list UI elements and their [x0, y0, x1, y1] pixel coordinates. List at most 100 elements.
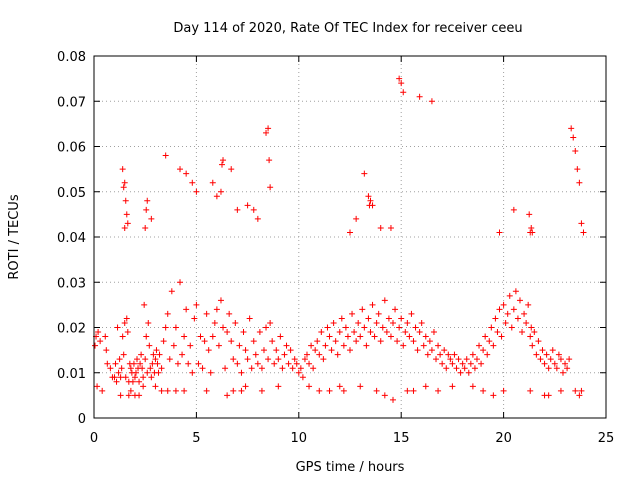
data-point: [119, 166, 126, 173]
data-point: [375, 310, 382, 317]
data-point: [439, 360, 446, 367]
data-point: [144, 369, 151, 376]
data-point: [248, 365, 255, 372]
data-point: [512, 288, 519, 295]
data-point: [250, 338, 257, 345]
data-point: [131, 374, 138, 381]
data-point: [115, 369, 122, 376]
data-point: [238, 369, 245, 376]
data-point: [95, 329, 102, 336]
data-point: [197, 333, 204, 340]
data-point: [410, 338, 417, 345]
data-point: [576, 179, 583, 186]
data-point: [406, 333, 413, 340]
data-point: [342, 324, 349, 331]
data-point: [263, 129, 270, 136]
data-point: [437, 351, 444, 358]
data-point: [306, 360, 313, 367]
data-point: [504, 310, 511, 317]
x-tick-label: 10: [291, 431, 308, 446]
data-point: [353, 215, 360, 222]
data-point: [117, 392, 124, 399]
data-point: [330, 319, 337, 326]
data-point: [580, 229, 587, 236]
data-point: [123, 315, 130, 322]
data-point: [148, 215, 155, 222]
data-point: [537, 356, 544, 363]
data-point: [174, 360, 181, 367]
data-point: [199, 365, 206, 372]
data-point: [365, 193, 372, 200]
data-point: [193, 188, 200, 195]
data-point: [410, 387, 417, 394]
data-point: [283, 342, 290, 349]
data-point: [244, 202, 251, 209]
data-point: [147, 365, 154, 372]
data-point: [271, 360, 278, 367]
data-point: [545, 392, 552, 399]
data-point: [340, 387, 347, 394]
data-point: [267, 319, 274, 326]
data-point: [453, 365, 460, 372]
data-point: [123, 211, 130, 218]
data-point: [183, 306, 190, 313]
data-point: [142, 356, 149, 363]
data-point: [547, 356, 554, 363]
data-point: [242, 383, 249, 390]
data-point: [551, 360, 558, 367]
data-point: [193, 301, 200, 308]
data-point: [433, 356, 440, 363]
data-point: [355, 319, 362, 326]
data-point: [566, 356, 573, 363]
data-point: [326, 387, 333, 394]
data-point: [422, 333, 429, 340]
data-point: [361, 170, 368, 177]
data-point: [177, 166, 184, 173]
data-point: [494, 329, 501, 336]
data-point: [549, 347, 556, 354]
data-point: [94, 383, 101, 390]
data-point: [172, 387, 179, 394]
data-point: [361, 324, 368, 331]
data-point: [141, 301, 148, 308]
y-tick-label: 0.08: [57, 50, 86, 65]
data-point: [234, 206, 241, 213]
data-point: [543, 351, 550, 358]
data-point: [314, 338, 321, 345]
data-point: [363, 342, 370, 349]
data-point: [351, 329, 358, 336]
data-point: [228, 338, 235, 345]
data-point: [244, 356, 251, 363]
data-point: [445, 351, 452, 358]
data-point: [528, 224, 535, 231]
data-point: [392, 306, 399, 313]
data-point: [279, 365, 286, 372]
data-point: [146, 342, 153, 349]
data-point: [306, 383, 313, 390]
data-point: [164, 310, 171, 317]
data-point: [480, 387, 487, 394]
data-point: [557, 356, 564, 363]
data-point: [461, 365, 468, 372]
data-point: [334, 351, 341, 358]
data-point: [263, 324, 270, 331]
data-point: [443, 365, 450, 372]
y-tick-label: 0: [78, 412, 86, 427]
data-point: [220, 157, 227, 164]
data-point: [122, 197, 129, 204]
data-point: [224, 392, 231, 399]
data-point: [132, 369, 139, 376]
data-point: [387, 224, 394, 231]
data-point: [476, 342, 483, 349]
data-point: [578, 387, 585, 394]
data-point: [322, 342, 329, 349]
data-point: [260, 347, 267, 354]
data-point: [125, 392, 132, 399]
data-point: [441, 347, 448, 354]
data-point: [254, 360, 261, 367]
data-point: [324, 324, 331, 331]
data-point: [226, 310, 233, 317]
x-tick-label: 25: [598, 431, 615, 446]
data-point: [574, 166, 581, 173]
